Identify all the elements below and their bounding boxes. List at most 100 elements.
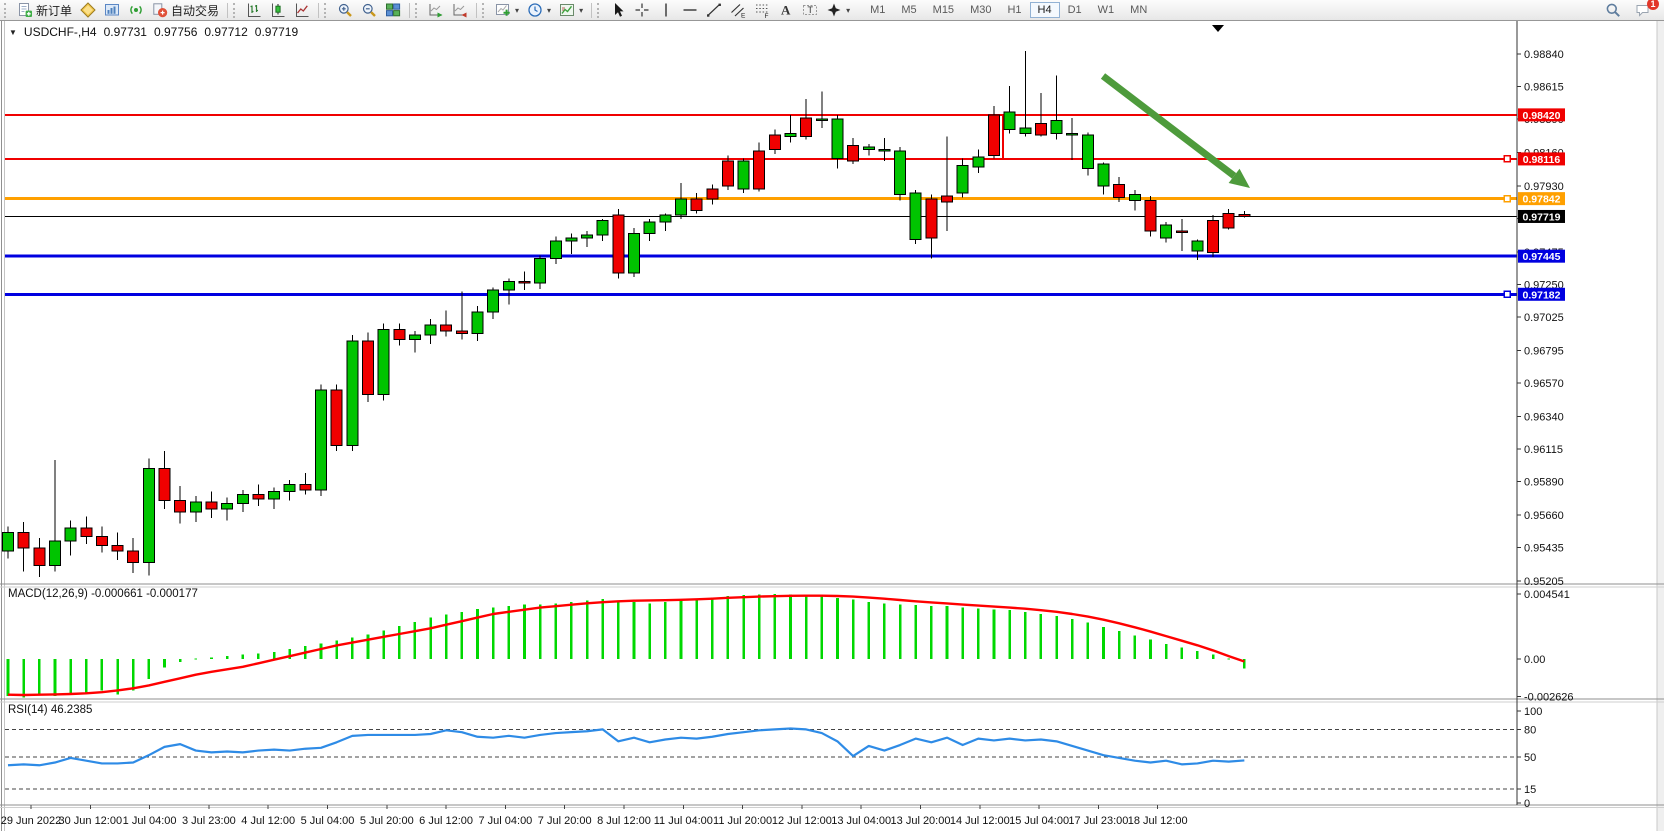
charts-window-icon <box>104 2 120 18</box>
price-tag-0.97182[interactable]: 0.97182 <box>1518 287 1565 302</box>
candle <box>221 502 234 510</box>
auto-scroll-button[interactable] <box>424 0 448 21</box>
timeframe-h4-button[interactable]: H4 <box>1029 2 1060 18</box>
candle <box>127 550 140 564</box>
toolbar-gripper <box>415 2 420 18</box>
chevron-down-icon[interactable]: ▾ <box>515 5 520 15</box>
price-tag-0.97445[interactable]: 0.97445 <box>1518 249 1565 264</box>
trend-arrow[interactable] <box>1100 73 1250 188</box>
price-tag-0.98420[interactable]: 0.98420 <box>1518 108 1565 122</box>
timeframe-m5-button[interactable]: M5 <box>901 4 917 16</box>
macd-histogram-bar <box>585 600 589 659</box>
macd-histogram-bar <box>210 657 213 659</box>
market-watch-button[interactable] <box>76 0 100 21</box>
equidistant-channel-tool-button[interactable]: E <box>726 0 750 21</box>
candle <box>1191 240 1204 252</box>
autotrade-button[interactable]: 自动交易 <box>148 0 223 21</box>
macd-histogram-bar <box>538 604 542 659</box>
text-label-tool-button[interactable]: T <box>798 0 822 21</box>
level-endpoint-marker[interactable] <box>1503 290 1511 299</box>
level-endpoint-marker[interactable] <box>1503 194 1511 203</box>
chevron-down-icon[interactable]: ▾ <box>579 5 584 15</box>
candle <box>706 188 719 200</box>
templates-button[interactable]: ▾ <box>555 0 587 21</box>
tile-windows-icon <box>385 2 401 18</box>
cursor-tool-button[interactable] <box>606 0 630 21</box>
time-label: 13 Jul 20:00 <box>891 815 951 827</box>
crosshair-tool-button[interactable] <box>630 0 654 21</box>
timeframe-w1-button[interactable]: W1 <box>1097 4 1115 16</box>
trend-arrow-shaft[interactable] <box>1100 73 1237 179</box>
candle <box>1034 123 1047 136</box>
time-label: 29 Jun 2022 <box>1 815 62 827</box>
macd-histogram-bar <box>945 606 949 659</box>
bar-chart-mode-button[interactable] <box>242 0 266 21</box>
fibonacci-tool-button[interactable]: F <box>750 0 774 21</box>
chevron-down-icon[interactable]: ▾ <box>547 5 552 15</box>
vertical-line-tool-button[interactable] <box>654 0 678 21</box>
horizontal-line-tool-button[interactable] <box>678 0 702 21</box>
timeframe-m15-button[interactable]: M15 <box>932 4 955 16</box>
timeframe-d1-button[interactable]: D1 <box>1067 4 1082 16</box>
candle <box>268 491 281 500</box>
zoom-in-button[interactable] <box>333 0 357 21</box>
axis-tick-label: 0.95435 <box>1524 542 1564 554</box>
candle <box>1207 220 1220 254</box>
toolbar-separator <box>476 2 478 18</box>
macd-histogram-bar <box>1086 622 1090 659</box>
arrows-tool-button[interactable]: ▾ <box>822 0 854 21</box>
signal-icon <box>128 2 144 18</box>
chart-shift-button[interactable] <box>448 0 472 21</box>
chart-area[interactable]: 0.988400.986150.983900.981600.979300.977… <box>0 21 1664 831</box>
candle <box>753 150 766 190</box>
time-label: 11 Jul 04:00 <box>654 815 713 827</box>
price-tag-0.98420-bg[interactable] <box>1518 108 1565 122</box>
candle-chart-mode-button[interactable] <box>266 0 290 21</box>
tile-windows-button[interactable] <box>381 0 405 21</box>
trendline-icon <box>706 2 722 18</box>
open-value: 0.97731 <box>103 25 147 39</box>
new-order-button[interactable]: 新订单 <box>13 0 76 21</box>
zoom-out-button[interactable] <box>357 0 381 21</box>
price-tag-0.97842-bg[interactable] <box>1518 192 1565 206</box>
candle <box>48 540 61 567</box>
current-price-tag-bg[interactable] <box>1518 209 1565 223</box>
candle <box>64 527 77 542</box>
trend-arrow-head[interactable] <box>1228 168 1250 188</box>
level-endpoint-marker[interactable] <box>1503 155 1511 163</box>
signals-button[interactable] <box>124 0 148 21</box>
axis-tick-label: 0.98615 <box>1524 82 1564 94</box>
indicators-button[interactable]: ▾ <box>491 0 523 21</box>
price-tag-0.98116-bg[interactable] <box>1518 152 1565 166</box>
current-price-tag[interactable]: 0.97719 <box>1518 209 1565 224</box>
price-tag-0.97842[interactable]: 0.97842 <box>1518 192 1565 206</box>
price-tag-0.97182-bg[interactable] <box>1518 287 1565 301</box>
chevron-down-icon[interactable]: ▾ <box>846 5 851 15</box>
collapse-chart-icon[interactable]: ▼ <box>9 27 17 37</box>
candle <box>534 257 547 284</box>
text-tool-button[interactable]: A <box>774 0 798 21</box>
line-chart-mode-button[interactable] <box>290 0 314 21</box>
periods-button[interactable]: ▾ <box>523 0 555 21</box>
timeframe-h1-button[interactable]: H1 <box>1007 4 1022 16</box>
trendline-tool-button[interactable] <box>702 0 726 21</box>
price-tag-0.97445-bg[interactable] <box>1518 249 1565 263</box>
notifications-button[interactable]: 1 <box>1631 0 1659 21</box>
axis-tick-label: 15 <box>1524 784 1536 796</box>
open-chart-button[interactable] <box>100 0 124 21</box>
search-button[interactable] <box>1601 0 1625 21</box>
candle <box>95 536 108 546</box>
macd-histogram-bar <box>1243 659 1246 669</box>
axis-tick-label: 0.00 <box>1524 654 1545 666</box>
macd-histogram-bar <box>1149 639 1152 659</box>
macd-histogram-bar <box>116 659 119 695</box>
macd-histogram-bar <box>257 653 260 659</box>
timeframe-m1-button[interactable]: M1 <box>870 4 886 16</box>
price-tag-0.98116[interactable]: 0.98116 <box>1518 152 1565 166</box>
chart-shift-marker[interactable] <box>1212 25 1224 32</box>
zoom-in-icon <box>337 2 353 18</box>
time-label: 12 Jul 12:00 <box>772 815 832 827</box>
timeframe-m30-button[interactable]: M30 <box>970 4 992 16</box>
timeframe-mn-button[interactable]: MN <box>1130 4 1148 16</box>
candle <box>1144 199 1157 232</box>
